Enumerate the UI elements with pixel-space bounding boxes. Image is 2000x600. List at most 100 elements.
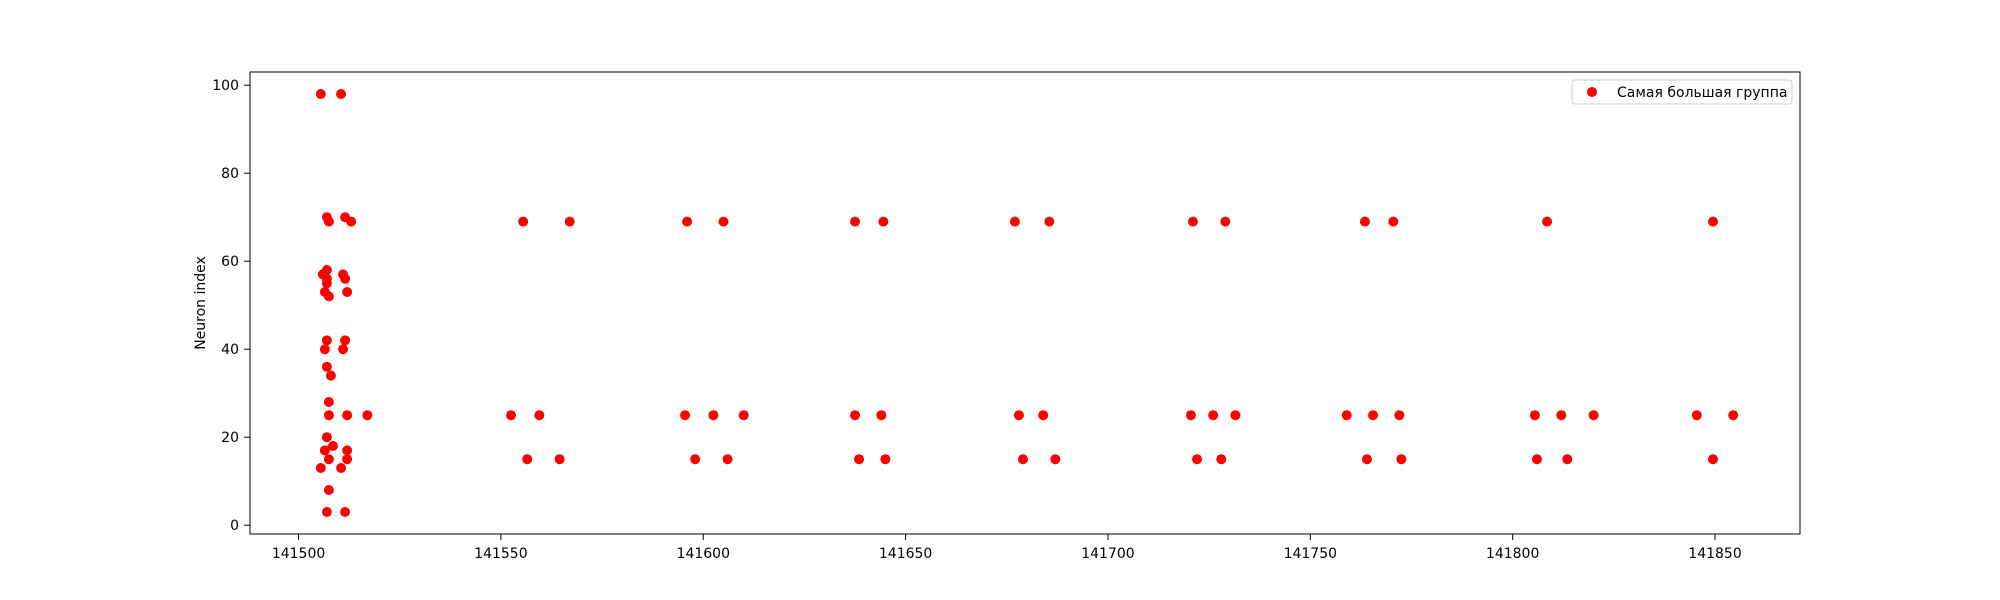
scatter-point	[315, 89, 326, 99]
scatter-point	[315, 463, 326, 473]
scatter-point	[854, 454, 865, 465]
scatter-point	[323, 485, 334, 495]
x-tick-label: 141750	[1284, 546, 1337, 562]
scatter-point	[1050, 454, 1061, 465]
plot-area	[249, 71, 1801, 535]
scatter-point	[518, 216, 529, 227]
scatter-point	[325, 370, 336, 381]
scatter-point	[1185, 410, 1196, 421]
scatter-point	[1707, 454, 1718, 465]
scatter-point	[680, 410, 691, 421]
scatter-point	[1220, 216, 1231, 227]
scatter-point	[323, 454, 334, 465]
scatter-point	[321, 361, 332, 372]
scatter-point	[1017, 454, 1028, 465]
scatter-point	[878, 216, 889, 227]
scatter-point	[554, 454, 565, 465]
y-axis: 0 20 40 60 80 100	[212, 78, 250, 534]
scatter-point	[534, 410, 545, 421]
scatter-point	[1529, 410, 1540, 421]
y-tick-label: 0	[230, 518, 239, 534]
legend-entry: Самая большая группа	[1617, 85, 1787, 101]
scatter-point	[1230, 410, 1241, 421]
scatter-point	[321, 507, 332, 517]
scatter-point	[722, 454, 733, 465]
scatter-point	[1013, 410, 1024, 421]
y-tick-label: 100	[212, 78, 239, 94]
scatter-point	[1394, 410, 1405, 421]
scatter-point	[564, 216, 575, 227]
y-tick-label: 20	[221, 430, 239, 446]
scatter-point	[323, 410, 334, 421]
y-tick-label: 60	[221, 254, 239, 270]
x-tick-label: 141850	[1688, 546, 1741, 562]
scatter-point	[1208, 410, 1219, 421]
scatter-point	[338, 344, 349, 355]
legend-box	[1571, 79, 1793, 105]
scatter-point	[1531, 454, 1542, 465]
y-tick-label: 80	[221, 166, 239, 182]
scatter-point	[1542, 216, 1553, 227]
scatter-point	[1361, 454, 1372, 465]
scatter-point	[850, 216, 861, 227]
scatter-point	[1556, 410, 1567, 421]
scatter-point	[362, 410, 373, 421]
scatter-point	[321, 265, 332, 275]
scatter-point	[336, 463, 347, 473]
scatter-point	[1707, 216, 1718, 227]
scatter-point	[876, 410, 887, 421]
scatter-point	[690, 454, 701, 465]
scatter-point	[319, 344, 330, 355]
scatter-point	[1044, 216, 1055, 227]
scatter-point	[1038, 410, 1049, 421]
scatter-point	[1341, 410, 1352, 421]
scatter-point	[1728, 410, 1739, 421]
y-axis-label: Neuron index	[193, 256, 209, 350]
scatter-point	[346, 216, 357, 227]
scatter-point	[1216, 454, 1227, 465]
scatter-point	[342, 287, 353, 297]
scatter-point	[682, 216, 693, 227]
x-tick-label: 141700	[1081, 546, 1134, 562]
x-tick-label: 141800	[1486, 546, 1539, 562]
scatter-point	[522, 454, 533, 465]
scatter-point	[1187, 216, 1198, 227]
scatter-point	[1368, 410, 1379, 421]
scatter-point	[506, 410, 517, 421]
legend: Самая большая группа	[1571, 79, 1793, 105]
x-axis: 141500 141550 141600 141650 141700 141750 1418…	[272, 534, 1742, 562]
scatter-point	[319, 445, 330, 456]
scatter-point	[1562, 454, 1573, 465]
x-tick-label: 141650	[879, 546, 932, 562]
x-tick-label: 141550	[474, 546, 527, 562]
scatter-point	[1691, 410, 1702, 421]
data-points	[315, 89, 1739, 517]
scatter-point	[340, 273, 351, 284]
scatter-point	[1396, 454, 1407, 465]
scatter-point	[1588, 410, 1599, 421]
legend-marker	[1587, 87, 1597, 97]
x-tick-label: 141500	[272, 546, 325, 562]
scatter-point	[327, 441, 338, 451]
scatter-point	[323, 216, 334, 227]
scatter-point	[342, 410, 353, 421]
scatter-point	[323, 291, 334, 302]
x-tick-label: 141600	[677, 546, 730, 562]
scatter-point	[738, 410, 749, 421]
scatter-point	[1359, 216, 1370, 227]
scatter-point	[340, 507, 351, 517]
scatter-point	[718, 216, 729, 227]
scatter-point	[342, 445, 353, 456]
scatter-point	[1009, 216, 1020, 227]
scatter-point	[340, 335, 351, 346]
scatter-point	[321, 335, 332, 346]
scatter-point	[342, 454, 353, 465]
scatter-point	[1191, 454, 1202, 465]
scatter-point	[323, 397, 334, 407]
y-tick-label: 40	[221, 342, 239, 358]
scatter-point	[880, 454, 891, 465]
scatter-point	[321, 432, 332, 443]
scatter-point	[336, 89, 347, 99]
scatter-point	[321, 278, 332, 289]
